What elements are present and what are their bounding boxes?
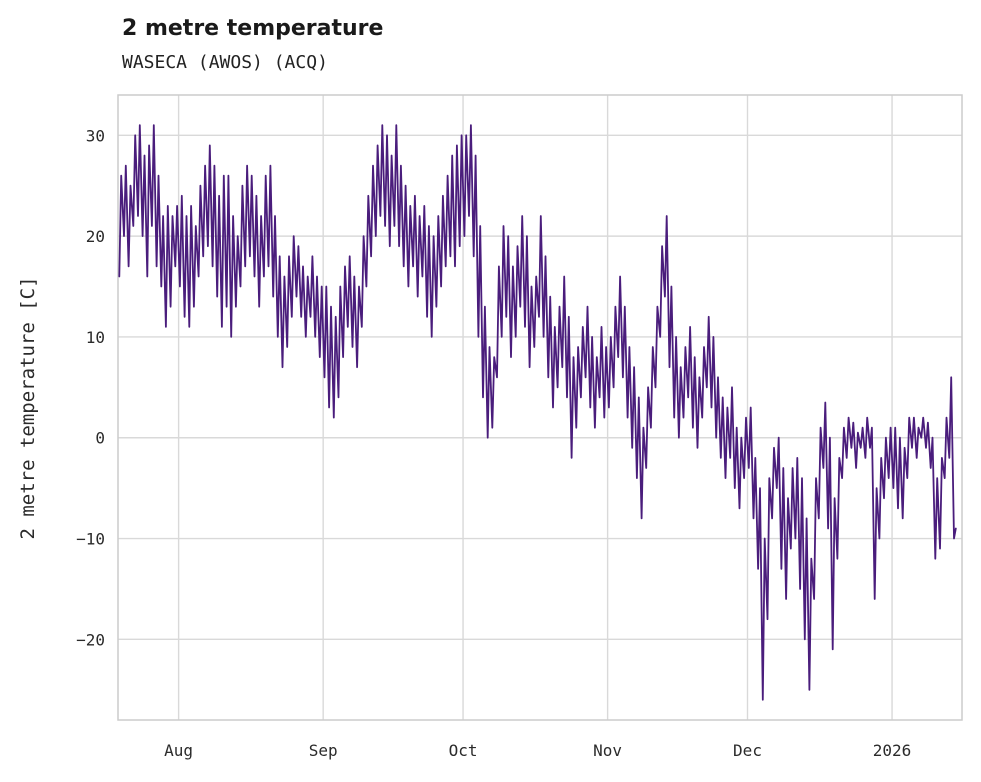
x-tick-label: Dec [733,741,762,760]
x-tick-label: Sep [309,741,338,760]
y-tick-label: 10 [86,328,105,347]
x-tick-label: Nov [593,741,622,760]
x-tick-label: Aug [164,741,193,760]
y-tick-label: 30 [86,126,105,145]
plot-border [117,94,963,721]
y-tick-label: −10 [76,530,105,549]
y-tick-label: 20 [86,227,105,246]
x-tick-label: Oct [449,741,478,760]
chart-subtitle: WASECA (AWOS) (ACQ) [122,52,328,73]
chart-title: 2 metre temperature [122,16,384,41]
y-tick-label: −20 [76,630,105,649]
y-tick-label: 0 [95,429,105,448]
plot-background [118,95,962,720]
temperature-line [118,124,957,701]
x-tick-label: 2026 [873,741,912,760]
